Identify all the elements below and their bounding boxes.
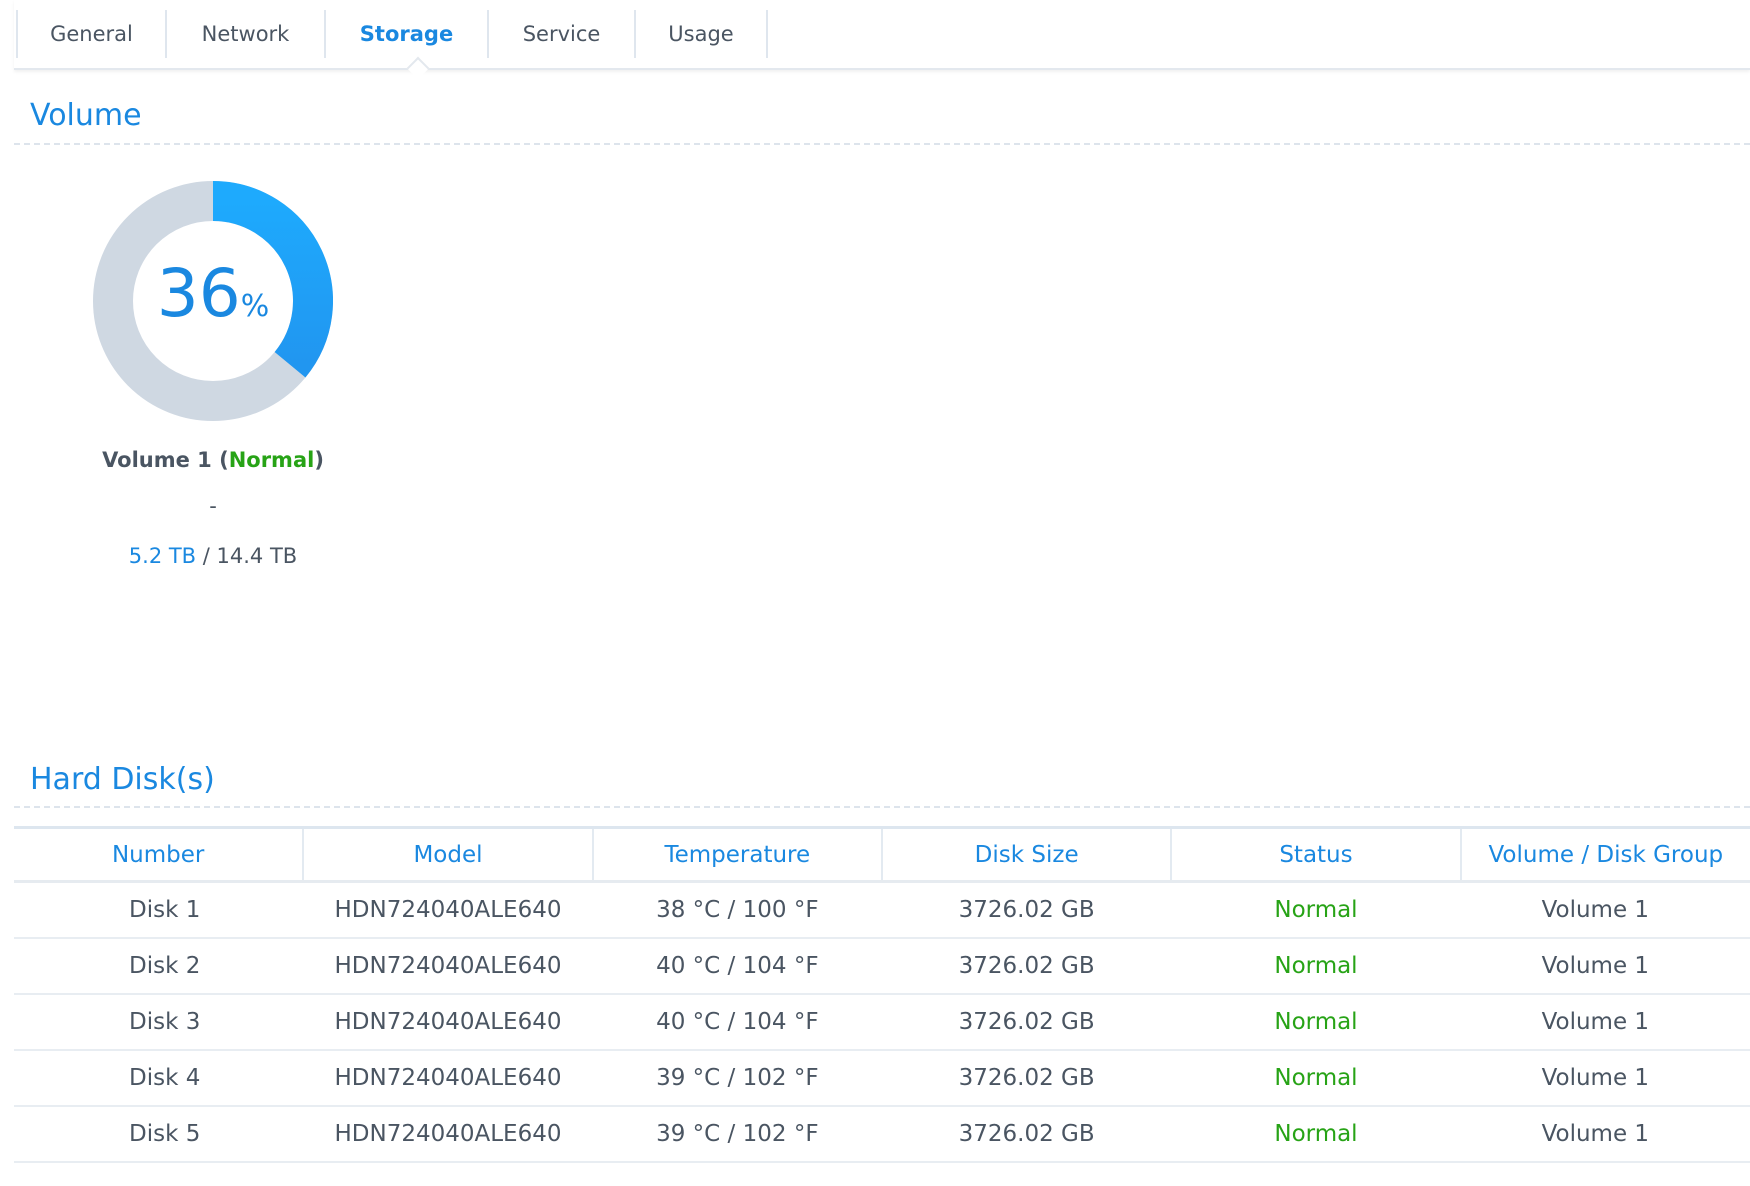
table-cell: Normal [1171,1049,1461,1107]
table-cell: 39 °C / 102 °F [592,1049,882,1107]
table-cell: Volume 1 [1460,937,1750,995]
table-cell: HDN724040ALE640 [303,1105,593,1163]
column-header[interactable]: Status [1170,827,1461,883]
table-cell: Disk 5 [14,1105,304,1163]
volume-heading: Volume [30,98,142,133]
table-cell: Normal [1171,937,1461,995]
volume-description: - [209,494,217,518]
table-cell: Disk 4 [14,1049,304,1107]
tab-usage[interactable]: Usage [634,10,768,58]
usage-percent: 36% [156,255,270,332]
tab-bar: General Network Storage Service Usage [14,0,1750,80]
table-cell: 39 °C / 102 °F [592,1105,882,1163]
active-tab-indicator [406,56,430,80]
tab-network[interactable]: Network [165,10,324,58]
donut-used-arc [212,181,333,378]
table-cell: HDN724040ALE640 [303,881,593,939]
table-row[interactable]: Disk 4 HDN724040ALE640 39 °C / 102 °F 3726.… [14,1049,1750,1107]
table-row[interactable]: Disk 2 HDN724040ALE640 40 °C / 104 °F 3726.… [14,937,1750,995]
volume-usage-donut [93,181,333,421]
table-cell: Volume 1 [1460,993,1750,1051]
table-cell: 40 °C / 104 °F [592,937,882,995]
table-cell: Volume 1 [1460,1049,1750,1107]
table-cell: 3726.02 GB [881,1105,1172,1163]
column-header[interactable]: Volume / Disk Group [1459,827,1750,883]
table-cell: Normal [1171,993,1461,1051]
table-cell: Volume 1 [1460,1105,1750,1163]
volume-status: Normal [228,448,315,472]
column-header[interactable]: Number [14,827,304,883]
hard-disks-heading: Hard Disk(s) [30,762,215,797]
tab-general[interactable]: General [16,10,165,58]
table-cell: 40 °C / 104 °F [592,993,882,1051]
divider [14,143,1750,145]
table-cell: HDN724040ALE640 [303,1049,593,1107]
table-cell: 3726.02 GB [881,993,1172,1051]
table-cell: 38 °C / 100 °F [592,881,882,939]
column-header[interactable]: Disk Size [880,827,1172,883]
column-header[interactable]: Temperature [591,827,882,883]
column-header[interactable]: Model [302,827,593,883]
table-cell: Disk 1 [14,881,304,939]
disk-table: Number Model Temperature Disk Size Status Vol… [14,826,1750,1163]
table-row[interactable]: Disk 5 HDN724040ALE640 39 °C / 102 °F 3726.… [14,1105,1750,1163]
divider [14,806,1750,808]
table-cell: 3726.02 GB [881,937,1172,995]
tab-storage[interactable]: Storage [324,10,487,58]
table-row[interactable]: Disk 3 HDN724040ALE640 40 °C / 104 °F 3726.… [14,993,1750,1051]
table-cell: HDN724040ALE640 [303,937,593,995]
tab-service[interactable]: Service [487,10,634,58]
table-cell: 3726.02 GB [881,1049,1172,1107]
table-cell: Normal [1171,1105,1461,1163]
table-cell: 3726.02 GB [881,881,1172,939]
volume-name: Volume 1 (Normal) [102,448,324,472]
table-cell: HDN724040ALE640 [303,993,593,1051]
table-cell: Normal [1171,881,1461,939]
table-row[interactable]: Disk 1 HDN724040ALE640 38 °C / 100 °F 3726.… [14,881,1750,939]
volume-size: 5.2 TB / 14.4 TB [128,544,298,568]
table-cell: Volume 1 [1460,881,1750,939]
table-cell: Disk 2 [14,937,304,995]
table-cell: Disk 3 [14,993,304,1051]
